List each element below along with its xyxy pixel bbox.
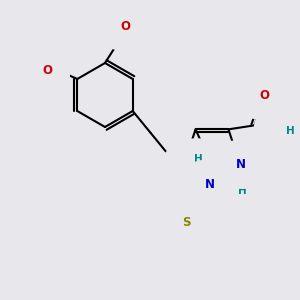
Text: H: H (194, 154, 203, 164)
Text: O: O (42, 64, 52, 76)
Text: H: H (238, 186, 247, 196)
Text: N: N (224, 196, 234, 209)
Text: N: N (205, 178, 215, 190)
Text: S: S (182, 217, 191, 230)
Text: O: O (260, 89, 269, 102)
Text: O: O (120, 20, 130, 32)
Text: N: N (272, 129, 281, 142)
Text: N: N (236, 158, 246, 171)
Text: N: N (180, 164, 190, 178)
Text: H: H (286, 126, 295, 136)
